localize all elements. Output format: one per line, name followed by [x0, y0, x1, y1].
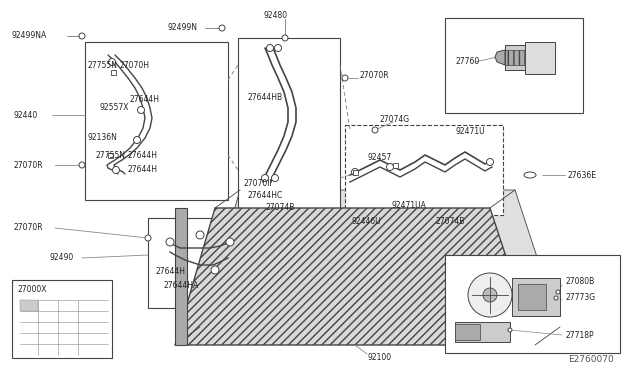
Text: 27636E: 27636E	[568, 170, 597, 180]
Circle shape	[113, 167, 120, 173]
Circle shape	[79, 162, 85, 168]
Text: 27070R: 27070R	[360, 71, 390, 80]
Text: 27074B: 27074B	[435, 218, 465, 227]
Bar	[445, 255, 620, 353]
Circle shape	[211, 266, 219, 274]
Text: 92100: 92100	[368, 353, 392, 362]
Bar	[111, 70, 115, 74]
Circle shape	[266, 45, 273, 51]
Text: 27644H: 27644H	[127, 166, 157, 174]
Text: 27644H: 27644H	[130, 96, 160, 105]
Text: 27644HB: 27644HB	[248, 93, 283, 103]
Bar	[512, 278, 560, 316]
Circle shape	[342, 75, 348, 81]
Text: 92490: 92490	[50, 253, 74, 263]
Text: 92471UA: 92471UA	[392, 201, 427, 209]
Text: 27070R: 27070R	[14, 160, 44, 170]
Bar	[518, 284, 546, 310]
Circle shape	[109, 58, 115, 65]
Text: 92557X: 92557X	[100, 103, 129, 112]
Circle shape	[271, 174, 278, 182]
Text: 92446U: 92446U	[352, 218, 381, 227]
Text: 27760: 27760	[456, 58, 480, 67]
Circle shape	[554, 296, 558, 300]
Bar	[392, 163, 397, 167]
Circle shape	[226, 238, 234, 246]
Bar	[455, 324, 480, 340]
Text: 92499NA: 92499NA	[12, 32, 47, 41]
Text: 27644H: 27644H	[155, 267, 185, 276]
Circle shape	[282, 35, 288, 41]
Circle shape	[219, 25, 225, 31]
Text: 27718P: 27718P	[565, 330, 594, 340]
Ellipse shape	[524, 172, 536, 178]
Circle shape	[166, 238, 174, 246]
Text: 27773G: 27773G	[565, 294, 595, 302]
Circle shape	[351, 169, 358, 176]
Bar	[353, 170, 358, 174]
Bar	[505, 45, 543, 70]
Text: 27644HA: 27644HA	[163, 280, 198, 289]
Circle shape	[387, 164, 394, 170]
Bar	[445, 18, 583, 113]
Text: 92480: 92480	[263, 12, 287, 20]
Bar	[455, 322, 510, 342]
Polygon shape	[175, 208, 535, 345]
Circle shape	[468, 273, 512, 317]
Polygon shape	[495, 50, 505, 65]
Bar	[238, 38, 340, 210]
Circle shape	[508, 328, 512, 332]
Circle shape	[275, 45, 282, 51]
Text: 27074B: 27074B	[266, 203, 296, 212]
Text: 27644HC: 27644HC	[248, 192, 284, 201]
Bar	[148, 218, 296, 308]
Text: 92457: 92457	[368, 154, 392, 163]
Text: 27070H: 27070H	[120, 61, 150, 71]
Text: 27644H: 27644H	[127, 151, 157, 160]
Bar	[20, 300, 38, 311]
Bar	[525, 42, 555, 74]
Circle shape	[483, 288, 497, 302]
Bar	[12, 280, 112, 358]
Circle shape	[556, 290, 560, 294]
Circle shape	[262, 174, 269, 182]
Text: 92499N: 92499N	[168, 23, 198, 32]
Bar	[85, 42, 228, 200]
Bar	[108, 153, 113, 157]
Circle shape	[138, 106, 145, 113]
Circle shape	[196, 231, 204, 239]
Text: 27000X: 27000X	[18, 285, 47, 295]
Polygon shape	[200, 190, 560, 327]
Circle shape	[79, 33, 85, 39]
Text: E2760070: E2760070	[568, 356, 614, 365]
Text: 92136N: 92136N	[88, 134, 118, 142]
Circle shape	[145, 235, 151, 241]
Bar	[345, 125, 503, 215]
Text: 27080B: 27080B	[565, 278, 595, 286]
Text: 27070R: 27070R	[14, 224, 44, 232]
Text: 92471U: 92471U	[455, 128, 484, 137]
Bar	[175, 208, 187, 345]
Text: 27755N: 27755N	[88, 61, 118, 71]
Bar	[505, 50, 525, 65]
Text: 27074G: 27074G	[380, 115, 410, 125]
Text: 27755N: 27755N	[95, 151, 125, 160]
Circle shape	[486, 158, 493, 166]
Text: 27070II: 27070II	[243, 179, 272, 187]
Circle shape	[134, 137, 141, 144]
Text: 92440: 92440	[14, 110, 38, 119]
Circle shape	[372, 127, 378, 133]
